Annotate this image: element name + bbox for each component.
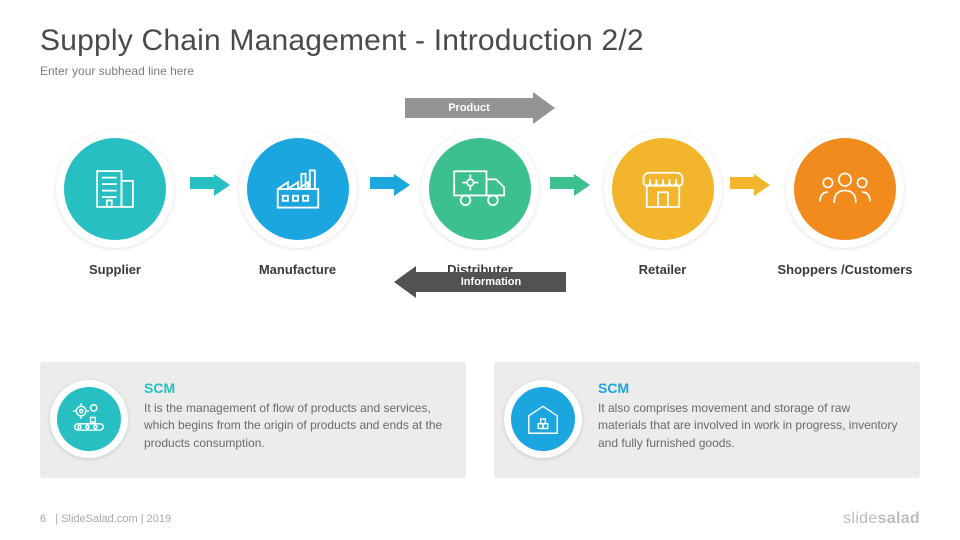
node-label: Supplier xyxy=(89,262,141,278)
node-manufacture: Manufacture xyxy=(223,130,373,278)
truck-icon xyxy=(451,166,509,212)
node-retailer: Retailer xyxy=(588,130,738,278)
subhead: Enter your subhead line here xyxy=(40,64,920,78)
box-text: It also comprises movement and storage o… xyxy=(598,400,898,452)
arrow-right-icon xyxy=(533,92,555,124)
node-shoppers: Shoppers /Customers xyxy=(770,130,920,278)
page-number: 6 xyxy=(40,513,46,525)
node-label: Retailer xyxy=(639,262,687,278)
information-arrow-label: Information xyxy=(416,272,566,292)
box-title: SCM xyxy=(598,380,898,396)
box-title: SCM xyxy=(144,380,444,396)
scm-box-1: SCM It is the management of flow of prod… xyxy=(40,362,466,478)
warehouse-icon xyxy=(524,400,562,438)
product-arrow: Product xyxy=(405,92,555,124)
node-label: Manufacture xyxy=(259,262,336,278)
brand-logo: slidesalad xyxy=(843,510,920,528)
people-icon xyxy=(817,167,873,211)
factory-icon xyxy=(271,162,325,216)
building-icon xyxy=(89,163,141,215)
node-row: Supplier Manufacture xyxy=(40,130,920,278)
node-supplier: Supplier xyxy=(40,130,190,278)
footer: 6 | SlideSalad.com | 2019 slidesalad xyxy=(0,510,960,528)
page-title: Supply Chain Management - Introduction 2… xyxy=(40,24,920,58)
connector-arrow xyxy=(370,174,410,196)
product-arrow-label: Product xyxy=(405,98,533,118)
node-label: Shoppers /Customers xyxy=(777,262,912,278)
node-distributer: Distributer xyxy=(405,130,555,278)
info-boxes: SCM It is the management of flow of prod… xyxy=(40,362,920,478)
connector-arrow xyxy=(190,174,230,196)
box-text: It is the management of flow of products… xyxy=(144,400,444,452)
slide: Supply Chain Management - Introduction 2… xyxy=(0,0,960,540)
store-icon xyxy=(637,163,689,215)
gears-conveyor-icon xyxy=(70,400,108,438)
scm-box-2: SCM It also comprises movement and stora… xyxy=(494,362,920,478)
connector-arrow xyxy=(730,174,770,196)
footer-left: | SlideSalad.com | 2019 xyxy=(55,513,171,525)
arrow-left-icon xyxy=(394,266,416,298)
connector-arrow xyxy=(550,174,590,196)
flow-diagram: Product Supplier xyxy=(40,112,920,312)
information-arrow: Information xyxy=(394,266,566,298)
